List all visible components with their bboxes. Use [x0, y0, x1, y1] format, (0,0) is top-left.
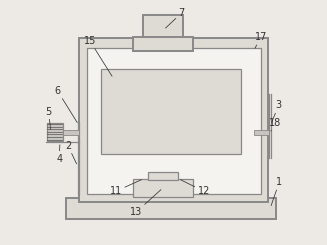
- Bar: [79, 38, 268, 202]
- Text: 5: 5: [45, 107, 52, 129]
- Text: 17: 17: [255, 32, 267, 48]
- Text: 15: 15: [84, 36, 112, 76]
- Text: 4: 4: [56, 145, 62, 164]
- Bar: [143, 15, 183, 38]
- Text: 2: 2: [65, 141, 77, 164]
- Bar: [148, 172, 178, 180]
- Text: 12: 12: [181, 180, 210, 196]
- Bar: [63, 130, 79, 135]
- Text: 6: 6: [55, 86, 77, 122]
- Bar: [254, 130, 269, 135]
- Text: 13: 13: [130, 190, 161, 217]
- Text: 3: 3: [272, 100, 282, 122]
- Bar: [87, 48, 261, 194]
- Text: 7: 7: [165, 8, 185, 28]
- Text: 11: 11: [110, 180, 142, 196]
- Bar: [133, 37, 193, 51]
- Bar: [66, 198, 276, 219]
- Bar: [101, 69, 241, 154]
- Bar: [133, 179, 193, 197]
- Text: 1: 1: [271, 177, 282, 206]
- Bar: [46, 123, 63, 141]
- Text: 18: 18: [269, 118, 282, 131]
